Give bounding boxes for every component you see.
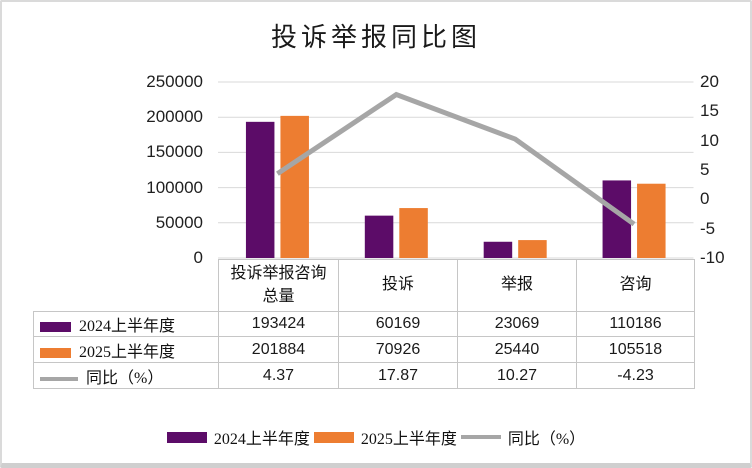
bar-series0-cat0[interactable] xyxy=(245,121,275,259)
secondary-axis-tick-label: 10 xyxy=(700,130,719,150)
secondary-axis-tick-label: 5 xyxy=(700,160,710,179)
category-header-complaints: 投诉 xyxy=(338,259,458,312)
secondary-axis-tick-label: 20 xyxy=(700,72,719,91)
table-cell: 25440 xyxy=(457,336,577,363)
table-cell: 17.87 xyxy=(338,362,458,389)
table-row-2025: 2025上半年度 201884 70926 25440 105518 xyxy=(33,336,695,363)
series-name-2025: 2025上半年度 xyxy=(79,343,176,361)
table-row-2024: 2024上半年度 193424 60169 23069 110186 xyxy=(33,311,695,337)
row-header-yoy: 同比（%） xyxy=(33,362,219,389)
legend-label-yoy: 同比（%） xyxy=(507,431,586,448)
category-header-reports: 举报 xyxy=(457,259,577,312)
series-name-2024: 2024上半年度 xyxy=(79,318,176,335)
bar-series1-cat1[interactable] xyxy=(399,208,428,258)
primary-axis-tick-label: 150000 xyxy=(146,142,203,162)
table-cell: 105518 xyxy=(576,336,695,363)
table-cell: 110186 xyxy=(576,311,695,337)
table-cell: 23069 xyxy=(457,311,577,337)
series-swatch-2024 xyxy=(40,322,71,333)
legend-item-2025[interactable]: 2025上半年度 xyxy=(313,425,457,449)
primary-axis-tick-label: 0 xyxy=(193,248,203,267)
legend-swatch-yoy-line xyxy=(460,435,501,439)
table-cell: -4.23 xyxy=(576,362,695,389)
table-cell: 60169 xyxy=(338,311,458,337)
series-swatch-yoy-line xyxy=(40,376,78,381)
bar-series1-cat0[interactable] xyxy=(280,115,309,259)
table-header-row: 投诉举报咨询总量 投诉 举报 咨询 xyxy=(34,259,695,312)
table-cell: 193424 xyxy=(218,311,339,337)
primary-axis-tick-label: 100000 xyxy=(146,177,203,197)
table-corner-cell xyxy=(34,260,219,312)
secondary-axis-tick-label: 0 xyxy=(700,189,710,209)
table-cell: 4.37 xyxy=(218,362,339,389)
primary-axis-tick-label: 200000 xyxy=(146,107,203,127)
legend-label-2025: 2025上半年度 xyxy=(360,431,457,448)
secondary-axis-tick-label: -5 xyxy=(700,218,716,238)
legend-swatch-2024 xyxy=(166,431,207,443)
primary-axis-tick-label: 50000 xyxy=(155,212,203,232)
legend-swatch-2025 xyxy=(313,431,354,443)
primary-axis-tick-label: 250000 xyxy=(146,72,203,91)
chart-title: 投诉举报同比图 xyxy=(270,23,481,52)
legend-item-yoy[interactable]: 同比（%） xyxy=(460,425,586,449)
secondary-axis-tick-label: -10 xyxy=(700,248,725,267)
bar-series1-cat2[interactable] xyxy=(518,240,547,258)
table-row-yoy: 同比（%） 4.37 17.87 10.27 -4.23 xyxy=(33,362,695,389)
row-header-2024: 2024上半年度 xyxy=(33,311,219,337)
legend-label-2024: 2024上半年度 xyxy=(213,431,310,448)
bar-series0-cat2[interactable] xyxy=(483,241,513,258)
bar-series0-cat1[interactable] xyxy=(364,215,394,258)
category-header-consults: 咨询 xyxy=(576,259,695,312)
series-name-yoy: 同比（%） xyxy=(86,369,164,387)
bar-series1-cat3[interactable] xyxy=(637,183,666,258)
row-header-2025: 2025上半年度 xyxy=(33,336,219,363)
table-cell: 70926 xyxy=(338,336,458,363)
data-table: 投诉举报咨询总量 投诉 举报 咨询 2024上半年度 193424 60169 … xyxy=(33,259,695,389)
category-header-total: 投诉举报咨询总量 xyxy=(218,259,339,312)
table-cell: 10.27 xyxy=(457,362,577,389)
secondary-axis-tick-label: 15 xyxy=(700,101,719,121)
legend: 2024上半年度 2025上半年度 同比（%） xyxy=(2,425,750,449)
yoy-line[interactable] xyxy=(276,91,636,227)
series-swatch-2025 xyxy=(40,347,71,358)
table-cell: 201884 xyxy=(218,336,339,363)
legend-item-2024[interactable]: 2024上半年度 xyxy=(166,425,310,449)
